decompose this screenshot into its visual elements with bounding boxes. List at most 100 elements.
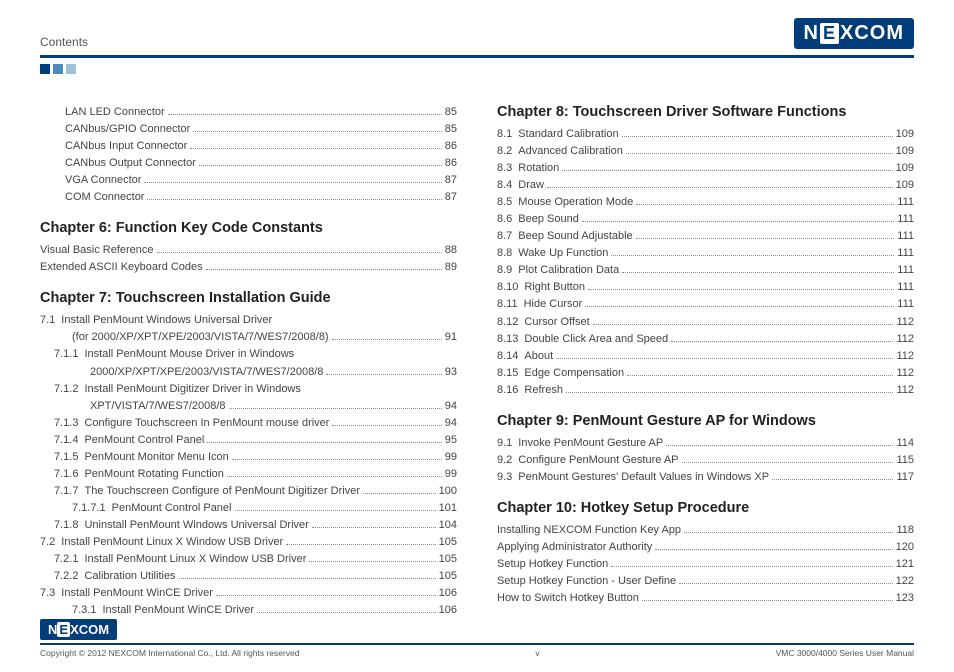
toc-entry[interactable]: 7.1.5PenMount Monitor Menu Icon99 <box>40 449 457 466</box>
toc-label: Beep Sound <box>518 211 579 228</box>
header-rule <box>40 55 914 58</box>
toc-entry[interactable]: 7.1.8Uninstall PenMount Windows Universa… <box>40 517 457 534</box>
decorative-squares <box>40 64 954 74</box>
toc-entry[interactable]: 8.14About112 <box>497 348 914 365</box>
toc-content: LAN LED Connector85CANbus/GPIO Connector… <box>0 74 954 619</box>
toc-entry[interactable]: 7.1.2Install PenMount Digitizer Driver i… <box>40 381 457 398</box>
toc-entry[interactable]: 8.3Rotation109 <box>497 160 914 177</box>
toc-label: Invoke PenMount Gesture AP <box>518 435 663 452</box>
toc-entry[interactable]: 7.2Install PenMount Linux X Window USB D… <box>40 534 457 551</box>
toc-entry[interactable]: 8.10Right Button111 <box>497 279 914 296</box>
toc-page: 115 <box>896 452 914 469</box>
toc-entry[interactable]: Visual Basic Reference88 <box>40 242 457 259</box>
brand-logo: NEXCOM <box>794 18 914 49</box>
toc-leader <box>190 148 441 149</box>
toc-entry[interactable]: Extended ASCII Keyboard Codes89 <box>40 259 457 276</box>
toc-entry[interactable]: 8.11Hide Cursor111 <box>497 296 914 313</box>
toc-number: 8.4 <box>497 177 512 194</box>
toc-leader <box>562 170 892 171</box>
toc-page: 86 <box>445 155 457 172</box>
toc-entry[interactable]: 9.1Invoke PenMount Gesture AP114 <box>497 435 914 452</box>
toc-entry[interactable]: 7.1.6PenMount Rotating Function99 <box>40 466 457 483</box>
toc-number: 7.1.3 <box>54 415 78 432</box>
toc-leader <box>547 187 893 188</box>
toc-number: 7.1.6 <box>54 466 78 483</box>
toc-page: 123 <box>896 590 914 607</box>
toc-entry[interactable]: Setup Hotkey Function121 <box>497 556 914 573</box>
toc-entry[interactable]: 7.1.1Install PenMount Mouse Driver in Wi… <box>40 346 457 363</box>
toc-page: 105 <box>439 551 457 568</box>
toc-entry[interactable]: 8.6Beep Sound111 <box>497 211 914 228</box>
toc-entry[interactable]: 2000/XP/XPT/XPE/2003/VISTA/7/WES7/2008/8… <box>40 364 457 381</box>
toc-entry[interactable]: Installing NEXCOM Function Key App118 <box>497 522 914 539</box>
toc-label: Advanced Calibration <box>518 143 623 160</box>
toc-leader <box>232 459 442 460</box>
toc-entry[interactable]: 8.1Standard Calibration109 <box>497 126 914 143</box>
toc-page: 111 <box>897 194 914 211</box>
chapter-title: Chapter 8: Touchscreen Driver Software F… <box>497 104 914 120</box>
toc-label: Hide Cursor <box>524 296 583 313</box>
toc-entry[interactable]: 7.3Install PenMount WinCE Driver106 <box>40 585 457 602</box>
right-column: Chapter 8: Touchscreen Driver Software F… <box>497 104 914 619</box>
toc-entry[interactable]: 8.5Mouse Operation Mode111 <box>497 194 914 211</box>
toc-page: 105 <box>439 568 457 585</box>
toc-page: 111 <box>897 228 914 245</box>
toc-entry[interactable]: CANbus Output Connector86 <box>40 155 457 172</box>
toc-leader <box>286 544 435 545</box>
toc-entry[interactable]: CANbus Input Connector86 <box>40 138 457 155</box>
toc-page: 93 <box>445 364 457 381</box>
toc-leader <box>332 339 442 340</box>
toc-entry[interactable]: 7.1.7The Touchscreen Configure of PenMou… <box>40 483 457 500</box>
toc-entry[interactable]: XPT/VISTA/7/WES7/2008/894 <box>40 398 457 415</box>
toc-entry[interactable]: 7.1.4PenMount Control Panel95 <box>40 432 457 449</box>
toc-entry[interactable]: How to Switch Hotkey Button123 <box>497 590 914 607</box>
toc-leader <box>588 289 894 290</box>
toc-entry[interactable]: 9.3PenMount Gestures' Default Values in … <box>497 469 914 486</box>
toc-entry[interactable]: 7.1Install PenMount Windows Universal Dr… <box>40 312 457 329</box>
page-number: v <box>535 648 539 658</box>
toc-entry[interactable]: 7.3.1Install PenMount WinCE Driver106 <box>40 602 457 619</box>
toc-entry[interactable]: (for 2000/XP/XPT/XPE/2003/VISTA/7/WES7/2… <box>40 329 457 346</box>
toc-number: 7.1.7.1 <box>72 500 106 517</box>
toc-entry[interactable]: 7.1.3Configure Touchscreen In PenMount m… <box>40 415 457 432</box>
toc-number: 7.1.1 <box>54 346 78 363</box>
toc-leader <box>157 252 442 253</box>
toc-entry[interactable]: Setup Hotkey Function - User Define122 <box>497 573 914 590</box>
toc-label: Installing NEXCOM Function Key App <box>497 522 681 539</box>
toc-entry[interactable]: 9.2Configure PenMount Gesture AP115 <box>497 452 914 469</box>
toc-leader <box>679 583 893 584</box>
toc-leader <box>636 238 895 239</box>
toc-page: 120 <box>896 539 914 556</box>
toc-number: 7.3 <box>40 585 55 602</box>
toc-entry[interactable]: 8.7Beep Sound Adjustable111 <box>497 228 914 245</box>
toc-entry[interactable]: 8.8Wake Up Function111 <box>497 245 914 262</box>
toc-label: Install PenMount Windows Universal Drive… <box>61 312 272 329</box>
toc-entry[interactable]: LAN LED Connector85 <box>40 104 457 121</box>
toc-entry[interactable]: 8.9Plot Calibration Data111 <box>497 262 914 279</box>
toc-label: Cursor Offset <box>524 314 589 331</box>
toc-entry[interactable]: CANbus/GPIO Connector85 <box>40 121 457 138</box>
toc-entry[interactable]: 8.4Draw109 <box>497 177 914 194</box>
toc-entry[interactable]: 7.2.1Install PenMount Linux X Window USB… <box>40 551 457 568</box>
toc-entry[interactable]: 8.12Cursor Offset112 <box>497 314 914 331</box>
toc-leader <box>611 255 894 256</box>
toc-entry[interactable]: 7.1.7.1PenMount Control Panel101 <box>40 500 457 517</box>
toc-number: 7.2.1 <box>54 551 78 568</box>
toc-entry[interactable]: COM Connector87 <box>40 189 457 206</box>
toc-label: 2000/XP/XPT/XPE/2003/VISTA/7/WES7/2008/8 <box>90 364 323 381</box>
toc-entry[interactable]: 8.13Double Click Area and Speed112 <box>497 331 914 348</box>
copyright-text: Copyright © 2012 NEXCOM International Co… <box>40 648 300 658</box>
toc-entry[interactable]: 8.16Refresh112 <box>497 382 914 399</box>
footer-logo: NEXCOM <box>40 619 117 640</box>
chapter-title: Chapter 7: Touchscreen Installation Guid… <box>40 290 457 306</box>
toc-leader <box>611 566 892 567</box>
toc-entry[interactable]: VGA Connector87 <box>40 172 457 189</box>
toc-entry[interactable]: 7.2.2Calibration Utilities105 <box>40 568 457 585</box>
toc-label: Draw <box>518 177 544 194</box>
toc-entry[interactable]: 8.15Edge Compensation112 <box>497 365 914 382</box>
toc-entry[interactable]: Applying Administrator Authority120 <box>497 539 914 556</box>
toc-number: 8.13 <box>497 331 518 348</box>
toc-page: 111 <box>897 245 914 262</box>
toc-page: 85 <box>445 121 457 138</box>
toc-entry[interactable]: 8.2Advanced Calibration109 <box>497 143 914 160</box>
